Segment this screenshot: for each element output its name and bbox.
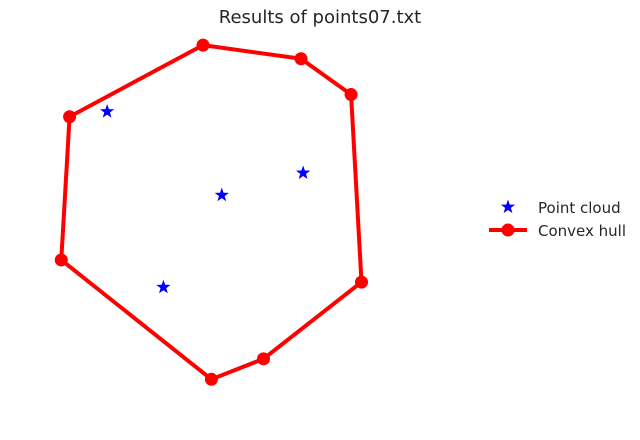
point-cloud-star-1	[214, 187, 229, 202]
legend-label-point-cloud: Point cloud	[538, 199, 621, 217]
convex-hull-line	[59, 43, 364, 382]
convex-hull-vertex-1	[196, 38, 210, 52]
chart-title: Results of points07.txt	[219, 7, 421, 28]
convex-hull-vertex-5	[257, 352, 270, 366]
plot-area	[54, 38, 368, 386]
legend: Point cloud Convex hull	[489, 199, 626, 240]
point-cloud-star-3	[156, 279, 171, 294]
convex-hull-vertex-4	[354, 275, 368, 289]
point-cloud-star-0	[99, 104, 115, 118]
legend-item-convex-hull: Convex hull	[489, 222, 626, 240]
legend-label-convex-hull: Convex hull	[538, 222, 626, 240]
convex-hull-vertex-0	[63, 110, 77, 124]
legend-circle-icon	[501, 223, 515, 237]
legend-item-point-cloud: Point cloud	[500, 199, 621, 217]
legend-marker-convex-hull	[489, 223, 527, 237]
legend-marker-point-cloud	[500, 199, 516, 214]
convex-hull-vertex-7	[54, 253, 68, 267]
legend-star-icon	[500, 199, 516, 214]
convex-hull-vertex-2	[294, 52, 308, 66]
convex-hull-vertex-6	[204, 372, 218, 386]
convex-hull-vertex-3	[344, 88, 358, 102]
point-cloud-star-2	[295, 165, 311, 180]
